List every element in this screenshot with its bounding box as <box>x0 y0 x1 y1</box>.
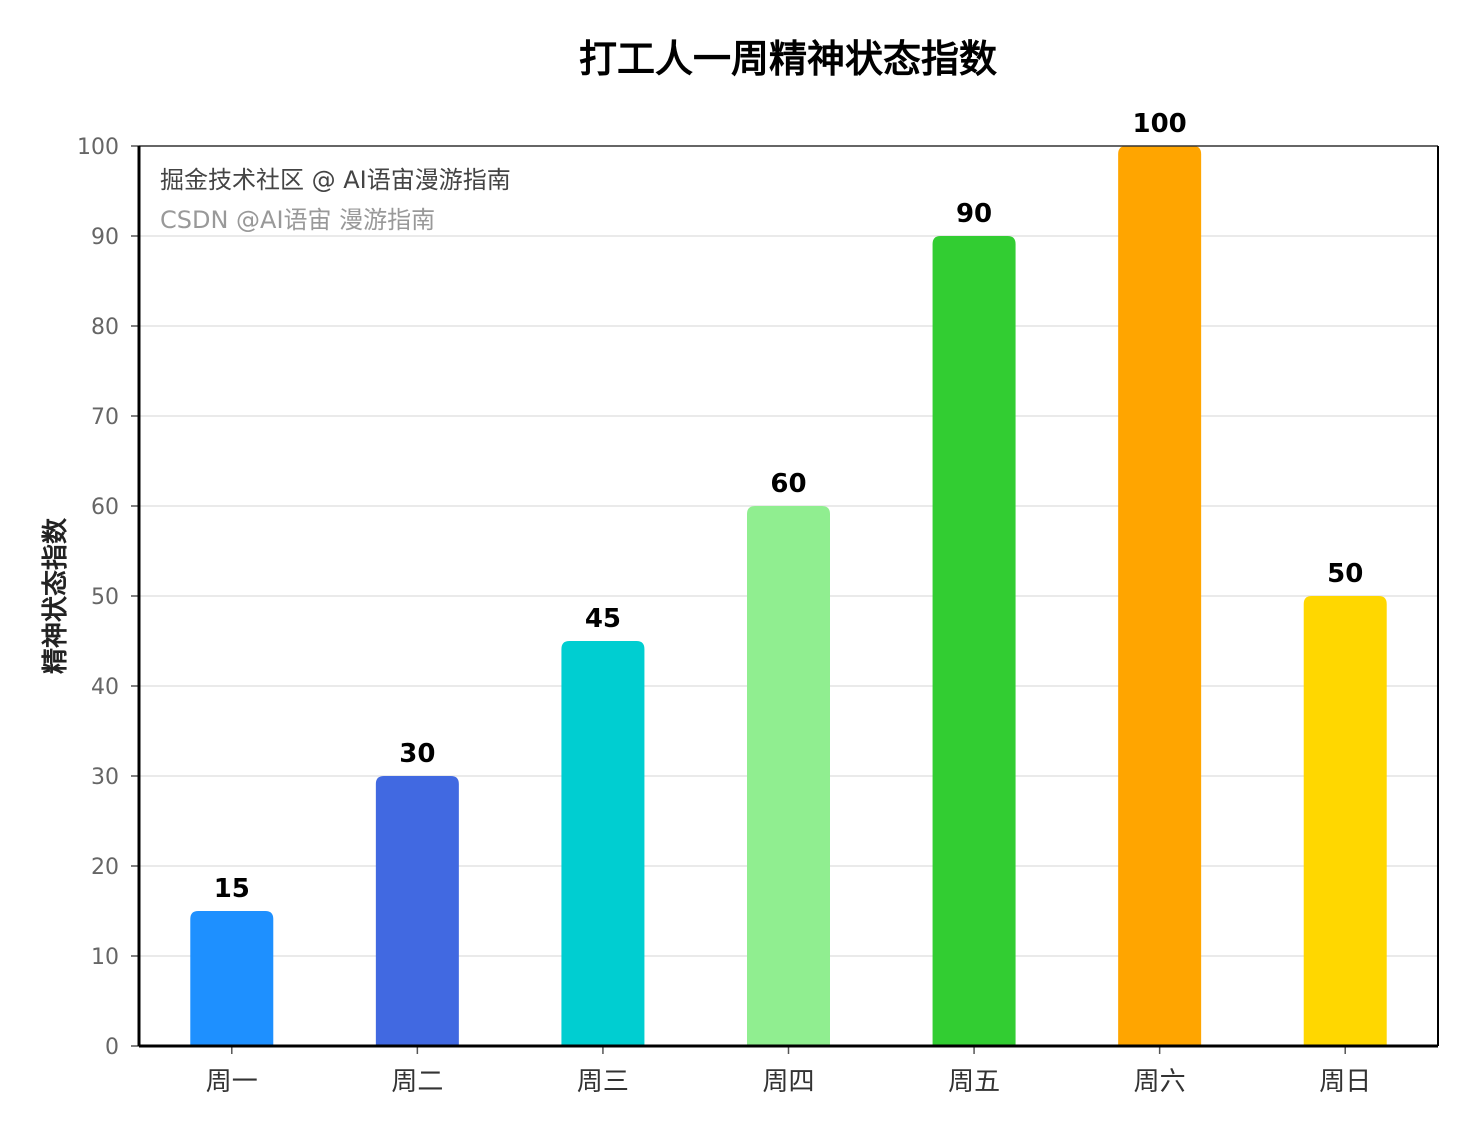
y-axis-label: 精神状态指数 <box>40 517 71 674</box>
y-tick-label: 80 <box>91 315 119 340</box>
x-tick-label: 周三 <box>577 1067 629 1097</box>
y-tick-label: 50 <box>91 585 119 610</box>
x-tick-label: 周一 <box>206 1067 258 1097</box>
y-tick-label: 40 <box>91 675 119 700</box>
watermark-juejin: 掘金技术社区 @ AI语宙漫游指南 <box>160 166 511 194</box>
y-tick-label: 20 <box>91 855 119 880</box>
y-tick-label: 10 <box>91 945 119 970</box>
data-label: 90 <box>956 199 992 229</box>
y-tick-label: 70 <box>91 405 119 430</box>
y-tick-label: 60 <box>91 495 119 520</box>
y-tick-label: 0 <box>105 1035 119 1060</box>
chart-title: 打工人一周精神状态指数 <box>579 37 997 81</box>
watermark-csdn: CSDN @AI语宙 漫游指南 <box>160 206 436 234</box>
bar-周六 <box>1118 146 1202 1046</box>
bar-周五 <box>932 236 1016 1046</box>
bar-周日 <box>1303 596 1387 1046</box>
data-label: 15 <box>214 874 250 904</box>
y-tick-label: 30 <box>91 765 119 790</box>
bar-周三 <box>561 641 645 1046</box>
x-tick-label: 周日 <box>1319 1067 1371 1097</box>
y-tick-label: 100 <box>77 135 119 160</box>
x-tick-label: 周四 <box>762 1067 814 1097</box>
data-label: 100 <box>1133 109 1187 139</box>
y-tick-label: 90 <box>91 225 119 250</box>
bar-周四 <box>747 506 830 1046</box>
data-label: 45 <box>585 604 621 634</box>
bar-周二 <box>375 776 459 1046</box>
x-tick-label: 周六 <box>1134 1067 1186 1097</box>
data-label: 30 <box>399 739 435 769</box>
bar-周一 <box>190 911 274 1046</box>
data-label: 60 <box>770 469 806 499</box>
x-tick-label: 周二 <box>391 1067 443 1097</box>
data-label: 50 <box>1327 559 1363 589</box>
x-tick-label: 周五 <box>948 1067 1000 1097</box>
